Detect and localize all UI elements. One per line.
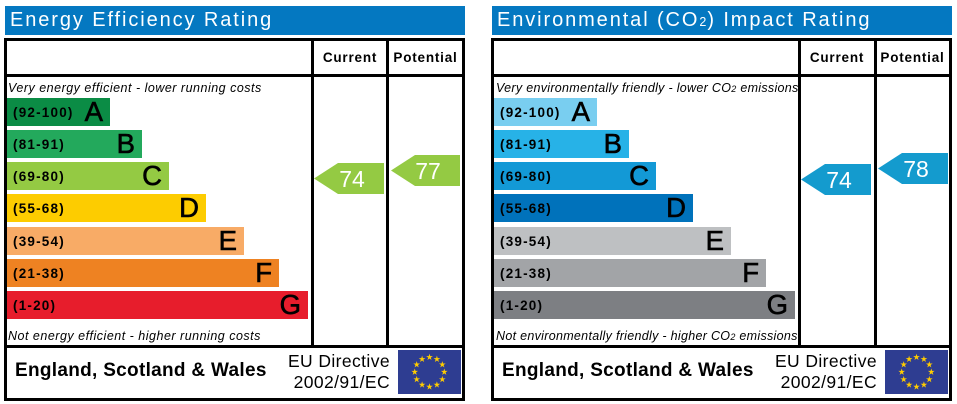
svg-text:77: 77 [415, 158, 441, 184]
svg-text:74: 74 [339, 166, 365, 192]
svg-text:74: 74 [826, 167, 852, 193]
svg-text:78: 78 [903, 156, 929, 182]
